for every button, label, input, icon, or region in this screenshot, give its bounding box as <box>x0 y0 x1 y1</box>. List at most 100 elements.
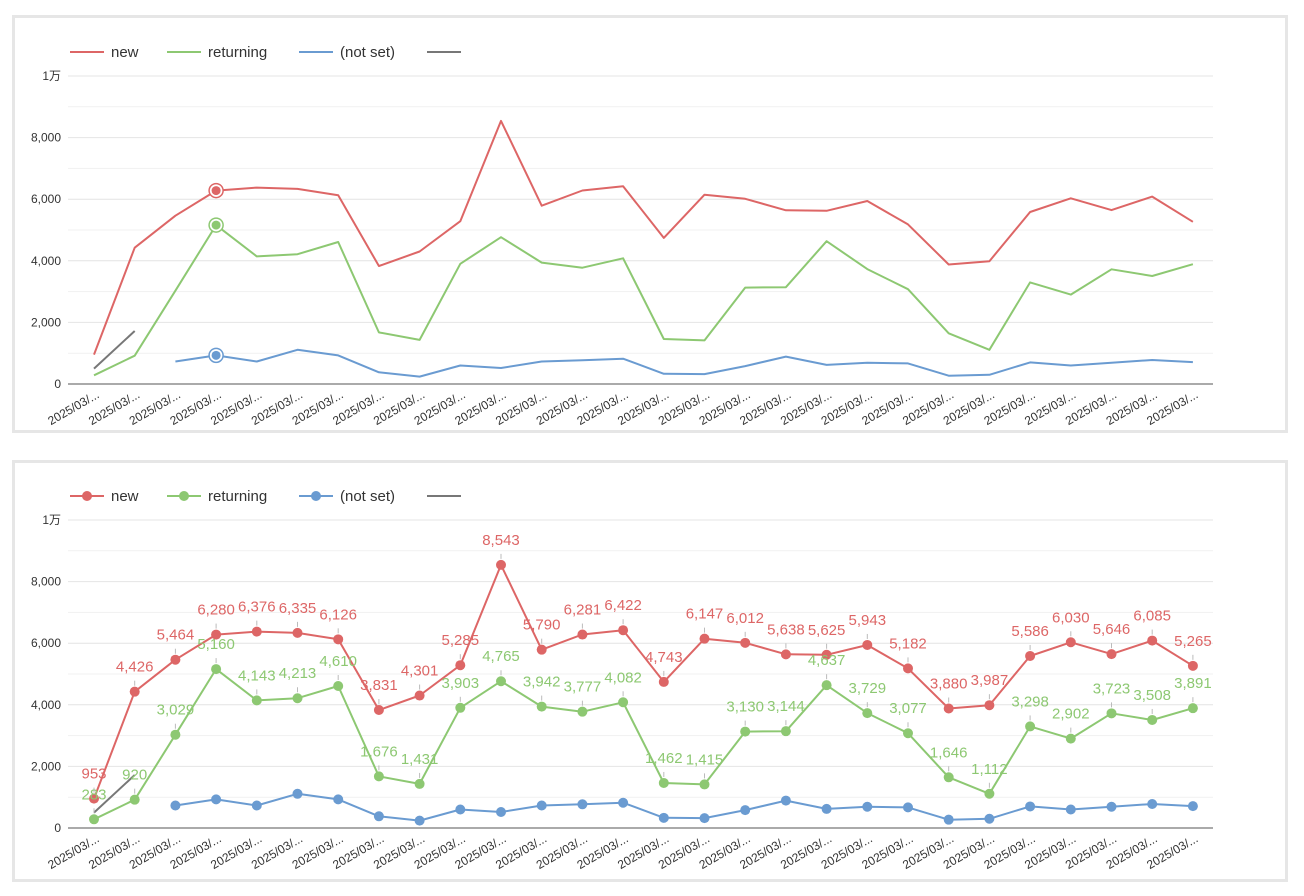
data-point-new[interactable] <box>251 626 262 637</box>
legend-item-returning[interactable]: returning <box>167 488 267 505</box>
data-point-returning[interactable] <box>170 729 181 740</box>
data-point-new[interactable] <box>577 629 588 640</box>
data-point-new[interactable] <box>496 559 506 570</box>
data-point-not_set[interactable] <box>333 794 344 805</box>
data-point-returning[interactable] <box>943 772 954 783</box>
data-label-new: 5,182 <box>889 635 927 652</box>
data-point-returning[interactable] <box>1106 708 1117 719</box>
data-point-new[interactable] <box>536 644 547 655</box>
data-point-new[interactable] <box>618 625 629 636</box>
legend-item-returning[interactable]: returning <box>167 44 267 61</box>
data-point-new[interactable] <box>821 649 832 660</box>
data-point-new[interactable] <box>1147 635 1158 646</box>
data-point-not_set[interactable] <box>1065 804 1076 815</box>
data-point-not_set[interactable] <box>496 806 506 817</box>
data-point-new[interactable] <box>943 703 954 714</box>
data-label-returning: 920 <box>122 767 147 784</box>
data-point-new[interactable] <box>658 676 669 687</box>
data-point-not_set[interactable] <box>658 812 669 823</box>
data-point-not_set[interactable] <box>943 814 954 825</box>
data-point-not_set[interactable] <box>780 795 791 806</box>
data-point-new[interactable] <box>455 660 466 671</box>
data-point-returning[interactable] <box>455 702 466 713</box>
data-point-new[interactable] <box>211 629 222 640</box>
data-point-returning[interactable] <box>211 664 222 675</box>
data-point-new[interactable] <box>1025 650 1036 661</box>
data-point-not_set[interactable] <box>455 804 466 815</box>
data-point-not_set[interactable] <box>373 811 384 822</box>
data-label-returning: 1,462 <box>645 750 683 767</box>
data-point-returning[interactable] <box>1147 714 1158 725</box>
data-point-new[interactable] <box>1065 637 1076 648</box>
data-point-returning[interactable] <box>129 794 140 805</box>
legend: new returning (not set) <box>70 44 461 61</box>
data-point-not_set[interactable] <box>740 805 751 816</box>
legend-item-new[interactable]: new <box>70 488 139 505</box>
data-point-returning[interactable] <box>292 693 303 704</box>
data-point-not_set[interactable] <box>1106 801 1117 812</box>
data-point-not_set[interactable] <box>862 801 873 812</box>
data-point-returning[interactable] <box>577 706 588 717</box>
data-point-returning[interactable] <box>658 777 669 788</box>
data-point-returning[interactable] <box>1025 721 1036 732</box>
data-point-not_set[interactable] <box>618 797 629 808</box>
data-point-returning[interactable] <box>699 779 710 790</box>
data-point-new[interactable] <box>699 633 710 644</box>
data-label-returning: 3,777 <box>564 679 602 696</box>
series-line-new <box>93 119 1194 355</box>
legend-item-not_set[interactable]: (not set) <box>299 488 395 505</box>
data-label-new: 5,586 <box>1011 623 1049 640</box>
data-point-not_set[interactable] <box>1187 801 1198 812</box>
data-point-not_set[interactable] <box>414 815 425 826</box>
data-point-new[interactable] <box>333 634 344 645</box>
series-line-extra <box>93 774 136 814</box>
data-label-new: 5,790 <box>523 617 561 634</box>
data-point-returning[interactable] <box>740 726 751 737</box>
data-point-returning[interactable] <box>536 701 547 712</box>
data-point-returning[interactable] <box>618 697 629 708</box>
data-point-returning[interactable] <box>373 771 384 782</box>
data-point-new[interactable] <box>129 686 140 697</box>
data-point-new[interactable] <box>1106 649 1117 660</box>
data-label-returning: 3,029 <box>157 702 195 719</box>
legend-item-new[interactable]: new <box>70 44 139 61</box>
data-point-returning[interactable] <box>251 695 262 706</box>
data-point-not_set[interactable] <box>821 803 832 814</box>
data-point-returning[interactable] <box>89 814 99 825</box>
data-point-not_set[interactable] <box>984 813 995 824</box>
data-point-returning[interactable] <box>333 681 344 692</box>
data-point-not_set[interactable] <box>903 802 913 813</box>
data-point-new[interactable] <box>780 649 791 660</box>
data-point-new[interactable] <box>903 663 913 674</box>
data-point-returning[interactable] <box>414 778 425 789</box>
data-point-not_set[interactable] <box>536 800 547 811</box>
data-point-not_set[interactable] <box>211 794 222 805</box>
series-line-not_set <box>175 792 1193 822</box>
data-point-new[interactable] <box>89 793 99 804</box>
data-point-not_set[interactable] <box>699 813 710 824</box>
data-point-returning[interactable] <box>984 788 995 799</box>
data-point-new[interactable] <box>1187 660 1198 671</box>
legend-label: new <box>111 488 139 505</box>
data-point-new[interactable] <box>740 637 751 648</box>
data-point-not_set[interactable] <box>292 788 303 799</box>
data-point-new[interactable] <box>984 700 995 711</box>
data-point-returning[interactable] <box>1065 733 1076 744</box>
data-point-not_set[interactable] <box>1025 801 1036 812</box>
data-point-not_set[interactable] <box>251 800 262 811</box>
data-point-returning[interactable] <box>903 728 913 739</box>
data-point-returning[interactable] <box>862 708 873 719</box>
data-point-new[interactable] <box>170 654 181 665</box>
data-point-new[interactable] <box>292 627 303 638</box>
data-point-not_set[interactable] <box>170 800 181 811</box>
data-point-returning[interactable] <box>780 726 791 737</box>
data-point-not_set[interactable] <box>1147 798 1158 809</box>
data-point-returning[interactable] <box>1187 703 1198 714</box>
data-point-new[interactable] <box>373 705 384 716</box>
data-point-returning[interactable] <box>821 680 832 691</box>
legend-item-not_set[interactable]: (not set) <box>299 44 395 61</box>
data-point-new[interactable] <box>414 690 425 701</box>
data-point-not_set[interactable] <box>577 799 588 810</box>
data-point-returning[interactable] <box>496 676 506 687</box>
data-point-new[interactable] <box>862 639 873 650</box>
